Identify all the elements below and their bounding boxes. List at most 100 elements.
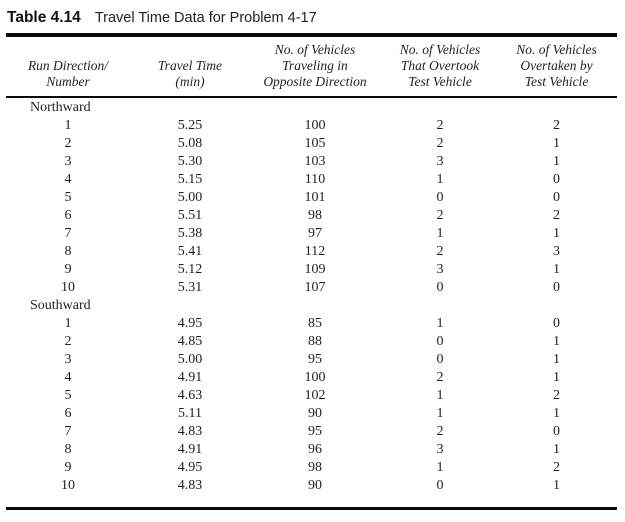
cell: 5.30	[177, 154, 203, 169]
cell: 5.11	[178, 406, 202, 421]
cell: 4.83	[177, 424, 203, 439]
cell: 90	[308, 406, 322, 421]
column-header-line: Number	[46, 74, 90, 89]
cell: 2	[436, 424, 444, 439]
table-row: 6 5.11 90 1 1	[6, 405, 619, 423]
cell: 3	[553, 244, 560, 259]
cell: 5.41	[177, 244, 203, 259]
cell: 1	[553, 352, 560, 367]
section-label: Southward	[30, 298, 91, 313]
cell: 100	[304, 370, 326, 385]
column-header-line: Test Vehicle	[408, 74, 472, 89]
cell: 7	[64, 424, 72, 439]
bottom-rule	[6, 507, 617, 510]
cell: 2	[553, 118, 560, 133]
cell: 1	[553, 334, 560, 349]
cell: 4	[64, 370, 72, 385]
cell: 2	[436, 244, 444, 259]
table-row: 4 5.15 110 1 0	[6, 171, 619, 189]
column-header-line: Opposite Direction	[263, 74, 367, 89]
section-label: Northward	[30, 100, 91, 115]
cell: 88	[308, 334, 322, 349]
cell: 1	[436, 406, 444, 421]
column-header-line: Overtaken by	[520, 58, 593, 73]
cell: 3	[64, 352, 72, 367]
cell: 107	[304, 280, 326, 295]
cell: 109	[304, 262, 326, 277]
table-row: 2 5.08 105 2 1	[6, 135, 619, 153]
header-rule	[6, 96, 617, 98]
column-header-5: No. of Vehicles Overtaken by Test Vehicle	[500, 42, 613, 90]
cell: 5.12	[177, 262, 203, 277]
cell: 2	[436, 118, 444, 133]
table-row: 7 4.83 95 2 0	[6, 423, 619, 441]
table-row: 1 4.95 85 1 0	[6, 315, 619, 333]
cell: 97	[308, 226, 322, 241]
table-row: 9 5.12 109 3 1	[6, 261, 619, 279]
cell: 1	[436, 226, 444, 241]
cell: 4.95	[177, 460, 203, 475]
cell: 1	[553, 478, 560, 493]
cell: 0	[436, 190, 444, 205]
table-row: 10 5.31 107 0 0	[6, 279, 619, 297]
cell: 0	[553, 424, 560, 439]
cell: 2	[64, 136, 72, 151]
cell: 5.51	[177, 208, 203, 223]
cell: 100	[304, 118, 326, 133]
cell: 0	[553, 316, 560, 331]
cell: 98	[308, 208, 322, 223]
cell: 2	[436, 208, 444, 223]
cell: 96	[308, 442, 322, 457]
column-header-4: No. of Vehicles That Overtook Test Vehicle	[380, 42, 500, 90]
table-caption: Table 4.14 Travel Time Data for Problem 4…	[6, 7, 619, 29]
table-body: Northward 1 5.25 100 2 2 2 5.08 105 2 1 3 5.30 103 3 1 4…	[6, 98, 619, 495]
cell: 90	[308, 478, 322, 493]
cell: 1	[64, 316, 72, 331]
cell: 5.25	[177, 118, 203, 133]
cell: 1	[436, 316, 444, 331]
cell: 102	[304, 388, 326, 403]
column-header-3: No. of Vehicles Traveling in Opposite Dire…	[250, 42, 380, 90]
cell: 110	[304, 172, 326, 187]
cell: 8	[64, 244, 72, 259]
cell: 0	[553, 190, 560, 205]
cell: 1	[553, 370, 560, 385]
column-header-line: Travel Time	[157, 58, 223, 73]
cell: 4.85	[177, 334, 203, 349]
cell: 1	[553, 154, 560, 169]
cell: 101	[304, 190, 326, 205]
cell: 2	[436, 370, 444, 385]
column-header-line: No. of Vehicles	[399, 42, 481, 57]
cell: 5.08	[177, 136, 203, 151]
cell: 3	[436, 442, 444, 457]
cell: 0	[436, 334, 444, 349]
cell: 98	[308, 460, 322, 475]
cell: 1	[436, 460, 444, 475]
cell: 5.00	[177, 352, 203, 367]
table-row: 7 5.38 97 1 1	[6, 225, 619, 243]
cell: 5.00	[177, 190, 203, 205]
cell: 2	[64, 334, 72, 349]
cell: 0	[553, 280, 560, 295]
cell: 85	[308, 316, 322, 331]
table-row: 9 4.95 98 1 2	[6, 459, 619, 477]
cell: 0	[553, 172, 560, 187]
column-header-line: Traveling in	[282, 58, 348, 73]
cell: 5.38	[177, 226, 203, 241]
column-header-1: Run Direction/Number	[6, 58, 130, 90]
cell: 1	[436, 388, 444, 403]
cell: 5.31	[177, 280, 203, 295]
cell: 4.83	[177, 478, 203, 493]
column-header-line: (min)	[175, 74, 205, 89]
section-row: Northward	[6, 99, 619, 117]
cell: 1	[64, 118, 72, 133]
cell: 95	[308, 352, 322, 367]
cell: 4.91	[177, 370, 203, 385]
cell: 1	[553, 262, 560, 277]
section-row: Southward	[6, 297, 619, 315]
table-title: Travel Time Data for Problem 4-17	[94, 10, 317, 26]
table-row: 8 4.91 96 3 1	[6, 441, 619, 459]
cell: 2	[553, 460, 560, 475]
cell: 2	[553, 388, 560, 403]
